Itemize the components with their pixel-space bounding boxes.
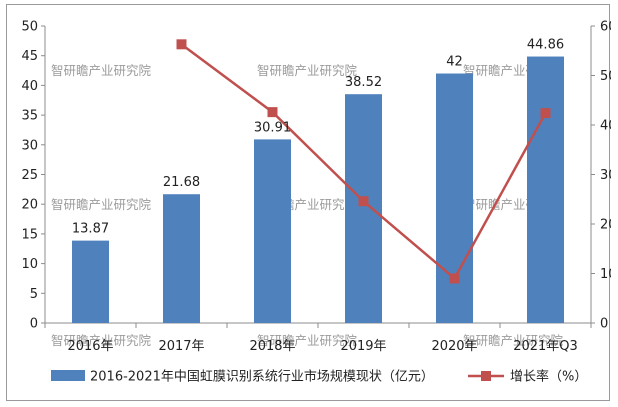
x-tick-label: 2018年 bbox=[249, 339, 295, 354]
bar bbox=[72, 240, 109, 323]
x-tick-label: 2020年 bbox=[431, 339, 477, 354]
growth-line bbox=[176, 39, 551, 284]
y-left-tick-label: 5 bbox=[30, 287, 38, 302]
x-tick-label: 2016年 bbox=[67, 339, 113, 354]
y-left-tick-label: 0 bbox=[30, 317, 38, 332]
y-left-tick-label: 35 bbox=[21, 109, 38, 124]
y-right-tick-label: 10 bbox=[600, 267, 611, 282]
bar bbox=[163, 194, 200, 323]
y-left-tick-label: 50 bbox=[21, 20, 38, 35]
y-left-tick-label: 15 bbox=[21, 227, 38, 242]
y-left-tick-label: 20 bbox=[21, 198, 38, 213]
growth-point bbox=[358, 196, 369, 207]
bars bbox=[72, 56, 564, 324]
watermark-text: 智研瞻产业研究院 bbox=[257, 333, 358, 348]
y-right-tick-label: 60 bbox=[600, 20, 611, 35]
bar bbox=[436, 73, 473, 324]
y-right-tick-label: 50 bbox=[600, 69, 611, 84]
bar bbox=[345, 94, 382, 324]
y-left-tick-label: 45 bbox=[21, 49, 38, 64]
growth-point bbox=[449, 273, 460, 284]
bar-value-label: 30.91 bbox=[254, 120, 291, 135]
x-tick-label: 2019年 bbox=[340, 339, 386, 354]
bar-value-label: 38.52 bbox=[345, 75, 382, 90]
legend: 2016-2021年中国虹膜识别系统行业市场规模现状（亿元） 增长率（%） bbox=[51, 369, 587, 385]
watermark-text: 智研瞻产业研究院 bbox=[51, 63, 152, 78]
y-right-tick-label: 30 bbox=[600, 168, 611, 183]
watermark-text: 智研瞻产业研究院 bbox=[463, 333, 564, 348]
growth-point bbox=[176, 39, 187, 50]
watermark-text: 智研瞻产业研究院 bbox=[51, 333, 152, 348]
y-left-tick-label: 40 bbox=[21, 79, 38, 94]
bar bbox=[527, 56, 564, 323]
bar-value-label: 42 bbox=[446, 55, 463, 70]
y-left-tick-label: 30 bbox=[21, 138, 38, 153]
watermark-text: 智研瞻产业研究院 bbox=[257, 63, 358, 78]
growth-point bbox=[267, 107, 278, 118]
y-right-tick-label: 40 bbox=[600, 119, 611, 134]
legend-bar-swatch bbox=[51, 370, 85, 381]
chart-frame: 智研瞻产业研究院 智研瞻产业研究院 智研瞻产业研究院 智研瞻产业研究院 智研瞻产业研究院… bbox=[6, 4, 611, 401]
legend-bar-label: 2016-2021年中国虹膜识别系统行业市场规模现状（亿元） bbox=[90, 369, 434, 385]
bar bbox=[254, 139, 291, 323]
growth-point bbox=[540, 108, 551, 119]
bar-value-label: 21.68 bbox=[163, 175, 200, 190]
bar-value-label: 13.87 bbox=[72, 222, 109, 237]
legend-line-label: 增长率（%） bbox=[510, 369, 587, 385]
y-left-tick-label: 25 bbox=[21, 168, 38, 183]
axes: 0 5 10 15 20 25 30 35 40 45 50 0 10 20 30 40 50 60 2016年 20… bbox=[21, 20, 611, 355]
legend-line-marker bbox=[481, 371, 491, 381]
y-right-tick-label: 20 bbox=[600, 218, 611, 233]
y-left-tick-label: 10 bbox=[21, 257, 38, 272]
bar-value-label: 44.86 bbox=[527, 38, 564, 53]
watermark-text: 智研瞻产业研究院 bbox=[51, 197, 152, 212]
x-tick-label: 2021年Q3 bbox=[513, 339, 578, 354]
x-tick-label: 2017年 bbox=[158, 339, 204, 354]
data-labels: 13.87 21.68 30.91 38.52 42 44.86 bbox=[72, 38, 564, 237]
y-right-tick-label: 0 bbox=[600, 317, 608, 332]
